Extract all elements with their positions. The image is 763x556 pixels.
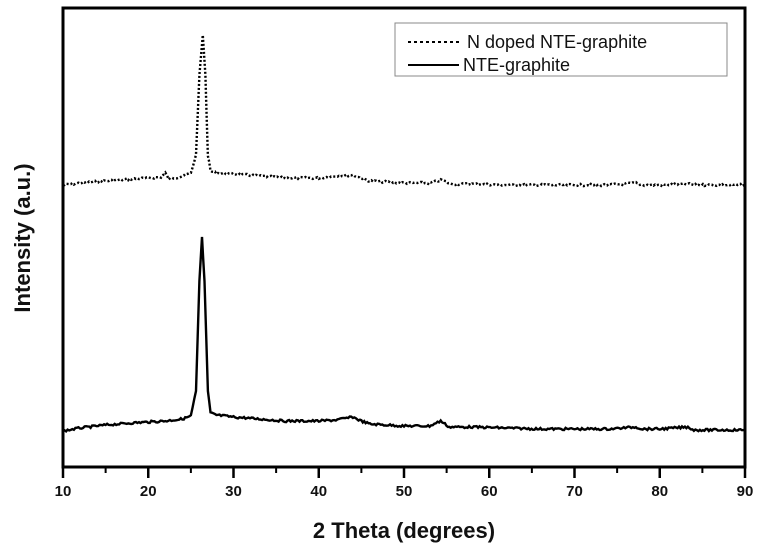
legend-box	[394, 22, 728, 77]
plot-frame	[61, 6, 747, 469]
series-nte-graphite	[62, 236, 746, 434]
x-tick-label: 10	[55, 483, 72, 500]
legend-label-n-doped: N doped NTE-graphite	[467, 32, 647, 52]
x-axis-ticks	[61, 467, 747, 478]
y-axis-title: Intensity (a.u.)	[10, 163, 35, 312]
x-tick-label: 20	[140, 483, 157, 500]
x-tick-label: 30	[225, 483, 242, 500]
series-n-doped-nte-graphite	[63, 34, 746, 188]
x-tick-label: 70	[566, 483, 583, 500]
x-tick-label: 90	[737, 483, 754, 500]
x-tick-label: 40	[310, 483, 327, 500]
x-tick-label: 50	[396, 483, 413, 500]
x-tick-label: 80	[651, 483, 668, 500]
x-axis-tick-labels: 10 20 30 40 50 60 70 80 90	[55, 483, 754, 500]
x-axis-title: 2 Theta (degrees)	[313, 518, 495, 543]
x-tick-label: 60	[481, 483, 498, 500]
legend-label-nte-graphite: NTE-graphite	[463, 55, 570, 75]
legend: N doped NTE-graphite NTE-graphite	[394, 22, 728, 77]
